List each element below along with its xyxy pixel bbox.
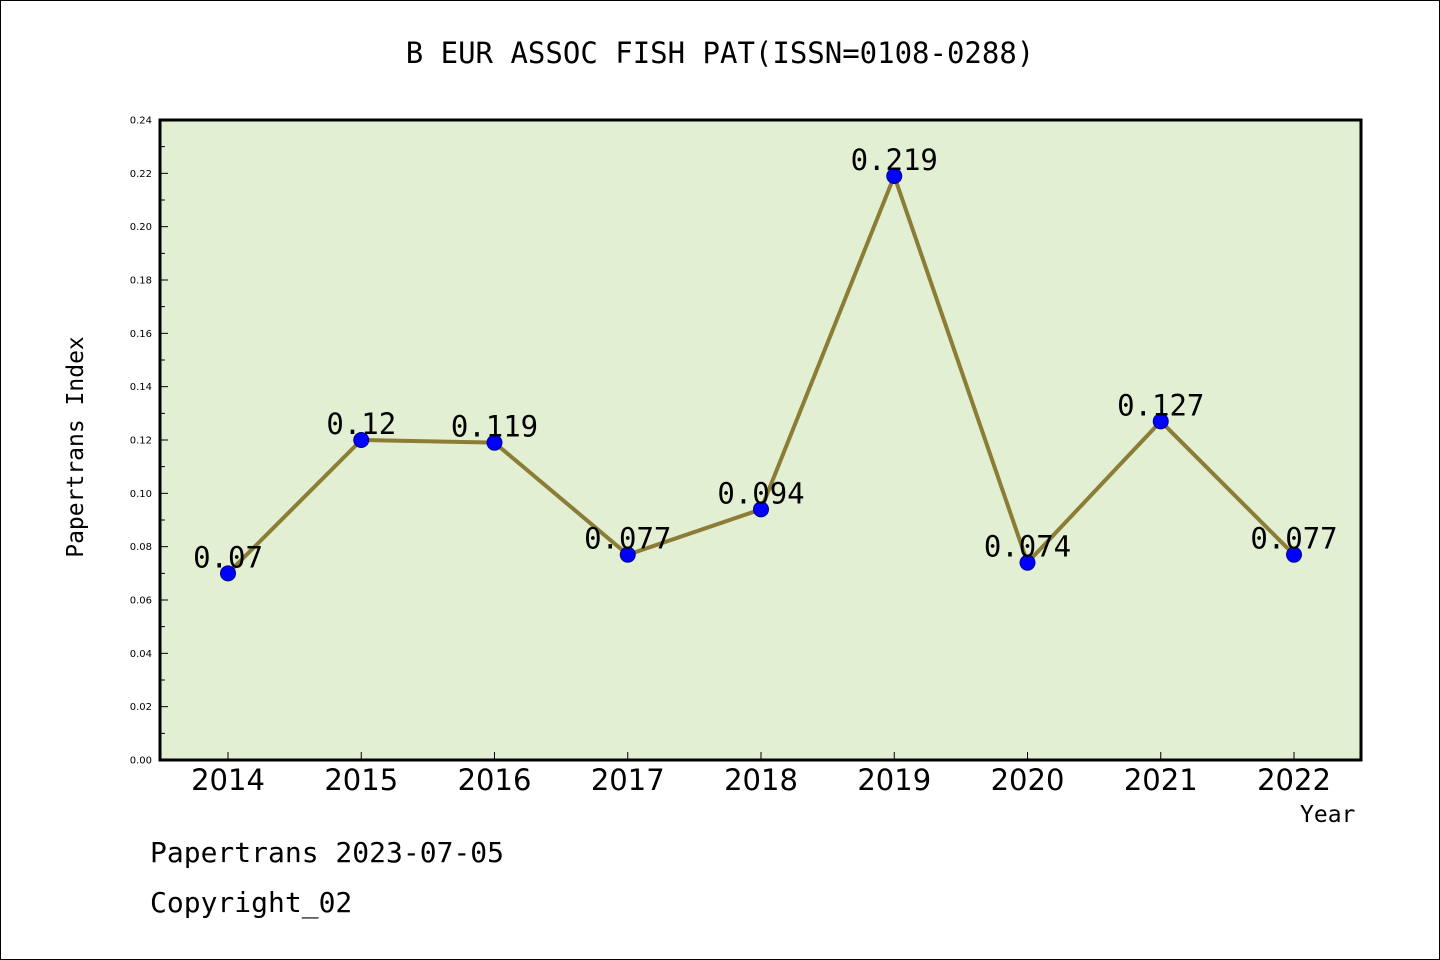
data-point (1152, 413, 1169, 430)
x-tick-label: 2015 (324, 763, 398, 797)
y-tick-label: 0.10 (130, 489, 152, 500)
data-label: 0.077 (1250, 522, 1337, 556)
data-label: 0.12 (326, 407, 396, 441)
data-label: 0.094 (717, 476, 804, 510)
x-tick-label: 2022 (1257, 763, 1331, 797)
x-tick-label: 2020 (991, 763, 1065, 797)
data-label: 0.074 (984, 530, 1071, 564)
y-tick-label: 0.08 (130, 542, 152, 553)
x-tick-label: 2016 (458, 763, 532, 797)
y-tick-label: 0.24 (130, 116, 152, 127)
data-label: 0.119 (451, 410, 538, 444)
data-point (486, 434, 503, 451)
y-tick-label: 0.20 (130, 222, 152, 233)
data-point (353, 432, 370, 448)
data-label: 0.127 (1117, 388, 1204, 422)
footer-date-text: Papertrans 2023-07-05 (150, 836, 505, 869)
x-tick-label: 2021 (1124, 763, 1198, 797)
y-tick-label: 0.02 (130, 702, 152, 713)
x-tick-label: 2014 (191, 763, 265, 797)
y-tick-label: 0.16 (130, 329, 152, 340)
y-tick-label: 0.22 (130, 169, 152, 180)
x-tick-label: 2017 (591, 763, 665, 797)
y-tick-label: 0.12 (130, 436, 152, 447)
data-point (886, 168, 903, 184)
x-axis-label: Year (1300, 802, 1356, 828)
y-tick-label: 0.00 (130, 756, 152, 767)
data-label: 0.077 (584, 522, 671, 556)
y-tick-label: 0.06 (130, 596, 152, 607)
y-tick-label: 0.14 (130, 382, 152, 393)
footer-copyright-text: Copyright_02 (150, 886, 353, 919)
data-point (1286, 546, 1302, 563)
x-tick-label: 2019 (857, 763, 931, 797)
chart-title: B EUR ASSOC FISH PAT(ISSN=0108-0288) (405, 36, 1035, 70)
data-point (1019, 554, 1036, 571)
data-point (220, 565, 236, 582)
x-tick-label: 2018 (724, 763, 798, 797)
data-label: 0.219 (851, 143, 938, 177)
data-point (619, 546, 636, 563)
y-tick-label: 0.04 (130, 649, 152, 660)
data-label: 0.07 (193, 540, 263, 574)
y-tick-label: 0.18 (130, 276, 152, 287)
plot-border (158, 118, 1363, 762)
data-point (753, 501, 769, 518)
